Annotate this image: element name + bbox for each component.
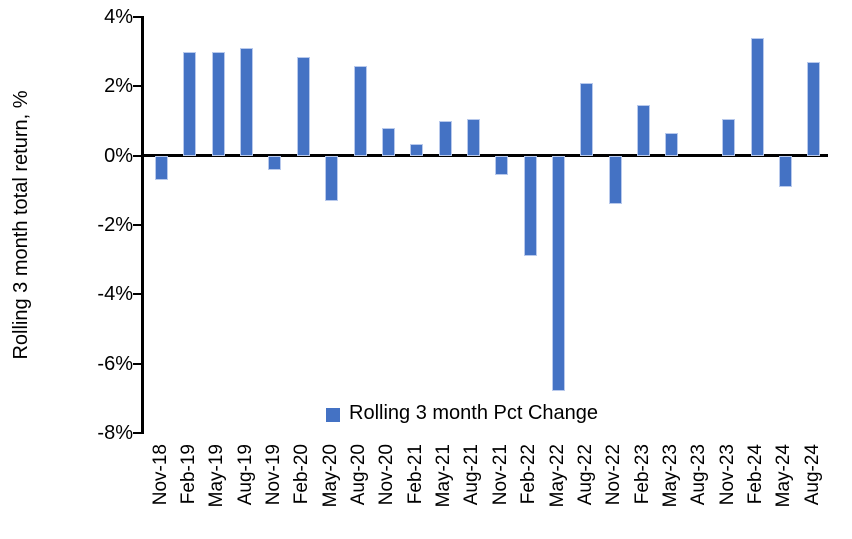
- bar-May-19: [211, 51, 225, 156]
- x-tick-label: May-19: [206, 444, 228, 508]
- x-tick-label: May-24: [773, 444, 795, 508]
- x-tick-label: Aug-19: [234, 444, 256, 506]
- bar-May-21: [438, 121, 452, 156]
- x-tick-label: Nov-20: [376, 444, 398, 506]
- x-tick-label: Aug-22: [574, 444, 596, 506]
- y-tick-mark: [133, 154, 141, 157]
- y-tick-mark: [133, 432, 141, 434]
- legend-label: Rolling 3 month Pct Change: [349, 402, 599, 424]
- bar-Feb-19: [183, 51, 197, 156]
- y-tick-label: -8%: [97, 422, 133, 444]
- y-tick-mark: [133, 224, 141, 226]
- x-tick-label: Nov-21: [489, 444, 511, 506]
- y-tick-mark: [133, 293, 141, 296]
- bar-Aug-21: [466, 119, 480, 156]
- zero-axis-line: [141, 154, 828, 158]
- bar-Nov-20: [381, 127, 395, 156]
- y-tick-label: -2%: [97, 214, 133, 236]
- x-tick-label: Feb-19: [177, 444, 199, 505]
- x-tick-label: Aug-23: [688, 444, 710, 506]
- x-tick-label: Aug-21: [461, 444, 483, 506]
- bar-Aug-24: [807, 62, 821, 156]
- bar-Aug-22: [580, 82, 594, 156]
- y-tick-mark: [133, 85, 141, 88]
- x-tick-label: Nov-23: [716, 444, 738, 506]
- bar-Aug-19: [240, 48, 254, 156]
- x-tick-label: Aug-20: [348, 444, 370, 506]
- x-tick-label: Aug-24: [801, 444, 823, 506]
- x-tick-label: Nov-18: [149, 444, 171, 506]
- x-tick-label: May-23: [659, 444, 681, 508]
- y-tick-mark: [133, 362, 141, 365]
- bar-Feb-20: [296, 56, 310, 156]
- x-tick-label: May-21: [433, 444, 455, 508]
- bar-Nov-21: [495, 155, 509, 175]
- bar-Nov-22: [608, 155, 622, 205]
- y-axis-title: Rolling 3 month total return, %: [10, 90, 32, 360]
- bar-Aug-20: [353, 65, 367, 156]
- y-tick-label: 4%: [104, 6, 133, 28]
- x-tick-label: Feb-23: [631, 444, 653, 505]
- y-tick-label: 2%: [104, 75, 133, 98]
- x-tick-label: Nov-22: [603, 444, 625, 506]
- bar-May-20: [325, 155, 339, 201]
- legend-marker-icon: [326, 407, 340, 422]
- bar-Feb-22: [523, 155, 537, 257]
- x-tick-label: Feb-21: [404, 444, 426, 505]
- y-tick-label: 0%: [104, 144, 133, 167]
- bar-Nov-23: [722, 119, 736, 156]
- x-tick-label: Feb-24: [745, 444, 767, 505]
- x-tick-label: May-22: [546, 444, 568, 508]
- bar-May-22: [552, 155, 566, 392]
- x-tick-label: May-20: [319, 444, 341, 508]
- bar-Nov-18: [155, 155, 168, 180]
- legend: Rolling 3 month Pct Change: [326, 402, 598, 425]
- bar-May-23: [665, 133, 679, 156]
- x-tick-label: Feb-22: [518, 444, 540, 505]
- bar-May-24: [778, 155, 792, 187]
- y-tick-label: -6%: [97, 352, 133, 375]
- bar-Nov-19: [268, 155, 282, 170]
- y-axis-line: [141, 16, 144, 434]
- y-tick-label: -4%: [97, 283, 133, 306]
- x-tick-label: Nov-19: [262, 444, 284, 506]
- bar-Feb-24: [750, 37, 764, 156]
- x-tick-label: Feb-20: [291, 444, 313, 505]
- bar-Feb-23: [637, 105, 651, 156]
- bar-Feb-21: [410, 143, 424, 156]
- y-tick-mark: [133, 16, 141, 18]
